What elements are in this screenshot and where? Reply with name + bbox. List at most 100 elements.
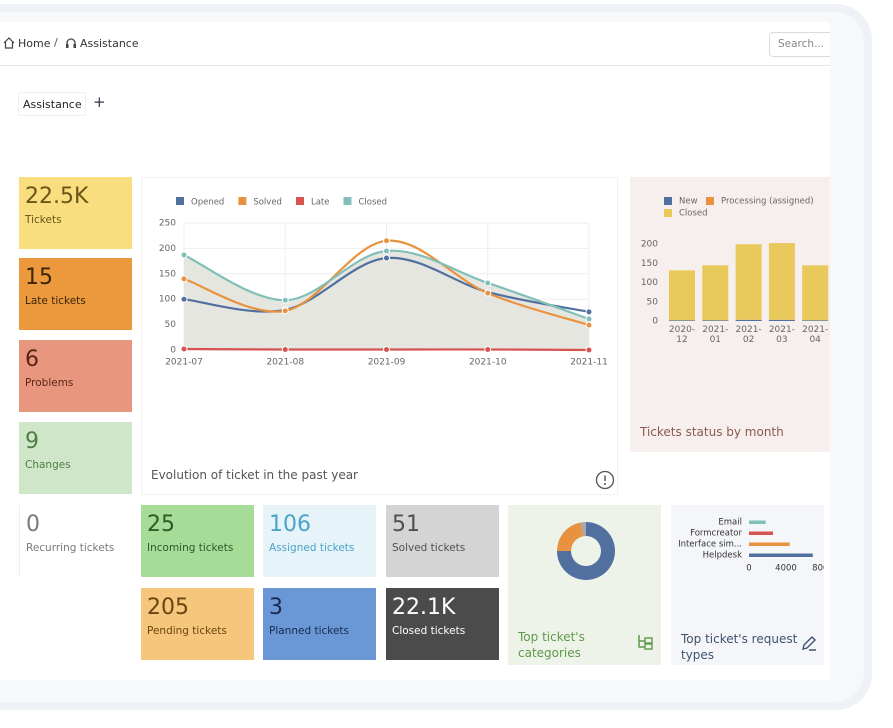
y-tick-label: 200: [159, 244, 176, 254]
pie-slice: [580, 522, 586, 537]
point: [585, 346, 593, 354]
tile-value: 22.5K: [25, 184, 89, 209]
tile-label: Recurring tickets: [26, 542, 115, 554]
info-icon[interactable]: [595, 470, 615, 490]
breadcrumb-current[interactable]: Assistance: [80, 37, 139, 50]
header: Home / Assistance Search...: [0, 22, 830, 66]
tile: 205 Pending tickets: [141, 588, 254, 660]
y-tick-label: Formcreator: [690, 529, 742, 539]
tree-icon: [638, 635, 653, 650]
x-tick-label: 2021-11: [570, 358, 608, 368]
bar: [702, 265, 729, 321]
x-tick-label: 2021-07: [165, 358, 203, 368]
x-tick-label: 2021-04: [802, 325, 829, 345]
x-tick-label: 2020-12: [668, 325, 696, 345]
tile-value: 51: [392, 512, 420, 537]
legend-label: Closed: [679, 209, 708, 219]
tab-label: Assistance: [23, 98, 82, 111]
tile-label: Pending tickets: [147, 625, 227, 637]
chart-title: Top ticket's request types: [681, 632, 798, 662]
tile-label: Tickets: [25, 214, 62, 226]
bar-chart-panel: 0 50 100 150 200 New Processing (assigned) Clos…: [630, 177, 830, 452]
bar: [749, 531, 774, 535]
point: [585, 321, 593, 329]
tile-value: 25: [147, 512, 175, 537]
y-tick-label: 150: [159, 269, 176, 279]
point: [281, 307, 289, 315]
y-tick-label: Interface sim...: [678, 540, 742, 550]
tile-value: 15: [25, 265, 53, 290]
x-tick-label: 4000: [775, 564, 797, 574]
pie-slice: [557, 522, 584, 551]
point: [383, 254, 390, 262]
legend-label: Solved: [253, 198, 282, 208]
chart-title: Evolution of ticket in the past year: [151, 468, 358, 482]
point: [281, 296, 289, 304]
tile-label: Planned tickets: [269, 625, 350, 637]
tile-value: 205: [147, 595, 189, 620]
bar: [669, 270, 695, 321]
bar: [768, 243, 795, 320]
legend-label: Closed: [358, 198, 387, 208]
pie-panel: Top ticket's categories: [508, 505, 661, 665]
tile-value: 22.1K: [392, 595, 456, 620]
tile-label: Problems: [25, 377, 74, 389]
point: [585, 315, 593, 323]
tile: 106 Assigned tickets: [263, 505, 376, 577]
point: [484, 289, 492, 297]
bar: [802, 320, 829, 321]
legend-swatch: [295, 197, 304, 205]
legend-swatch: [238, 197, 247, 205]
edit-icon[interactable]: [800, 634, 818, 652]
legend-swatch: [176, 197, 184, 205]
tile-label: Closed tickets: [392, 625, 466, 637]
area: [184, 250, 589, 350]
tile-label: Incoming tickets: [147, 542, 234, 554]
home-icon: [3, 37, 15, 49]
tile: 6 Problems: [19, 340, 132, 412]
y-tick-label: Helpdesk: [703, 551, 742, 561]
tile: 25 Incoming tickets: [141, 505, 254, 577]
bar: [735, 244, 762, 320]
tile-label: Assigned tickets: [269, 542, 355, 554]
add-tab[interactable]: +: [93, 93, 106, 111]
breadcrumb-sep: /: [54, 36, 58, 49]
breadcrumb-home[interactable]: Home: [18, 37, 51, 50]
tile-label: Changes: [25, 459, 71, 471]
tile: 22.1K Closed tickets: [386, 588, 499, 660]
y-tick-label: 100: [641, 278, 658, 288]
tile-value: 3: [269, 595, 283, 620]
chart-title: Top ticket's categories: [518, 630, 585, 660]
y-tick-label: 200: [641, 240, 658, 250]
x-tick-label: 0: [746, 564, 751, 574]
legend-swatch: [343, 197, 352, 205]
bar: [802, 265, 829, 321]
pie-slice: [557, 522, 615, 580]
point: [180, 251, 188, 259]
bar: [749, 553, 813, 557]
bar: [669, 320, 695, 321]
y-tick-label: 100: [159, 295, 176, 305]
point: [180, 345, 188, 353]
tile-value: 9: [25, 429, 39, 454]
legend-label: New: [679, 197, 698, 207]
point: [180, 295, 188, 303]
line-chart: 0 50 100 150 200 250 2021-07 2021-08 2021-09 2021…: [159, 197, 608, 368]
search-box[interactable]: Search...: [769, 32, 830, 57]
y-tick-label: 150: [641, 259, 658, 269]
point: [383, 345, 390, 353]
y-tick-label: 250: [159, 219, 176, 229]
bar: [735, 319, 762, 321]
chart-title: Tickets status by month: [640, 425, 784, 439]
x-tick-label: 8000: [812, 564, 824, 574]
x-tick-label: 2021-09: [368, 358, 406, 368]
tile-label: Solved tickets: [392, 542, 466, 554]
tab[interactable]: Assistance: [18, 92, 86, 116]
bar: [768, 319, 795, 321]
bar: [749, 542, 790, 546]
legend-label: Late: [311, 198, 330, 208]
y-tick-label: 50: [647, 297, 659, 307]
tile-value: 6: [25, 347, 39, 372]
legend-label: Processing (assigned): [721, 197, 814, 207]
